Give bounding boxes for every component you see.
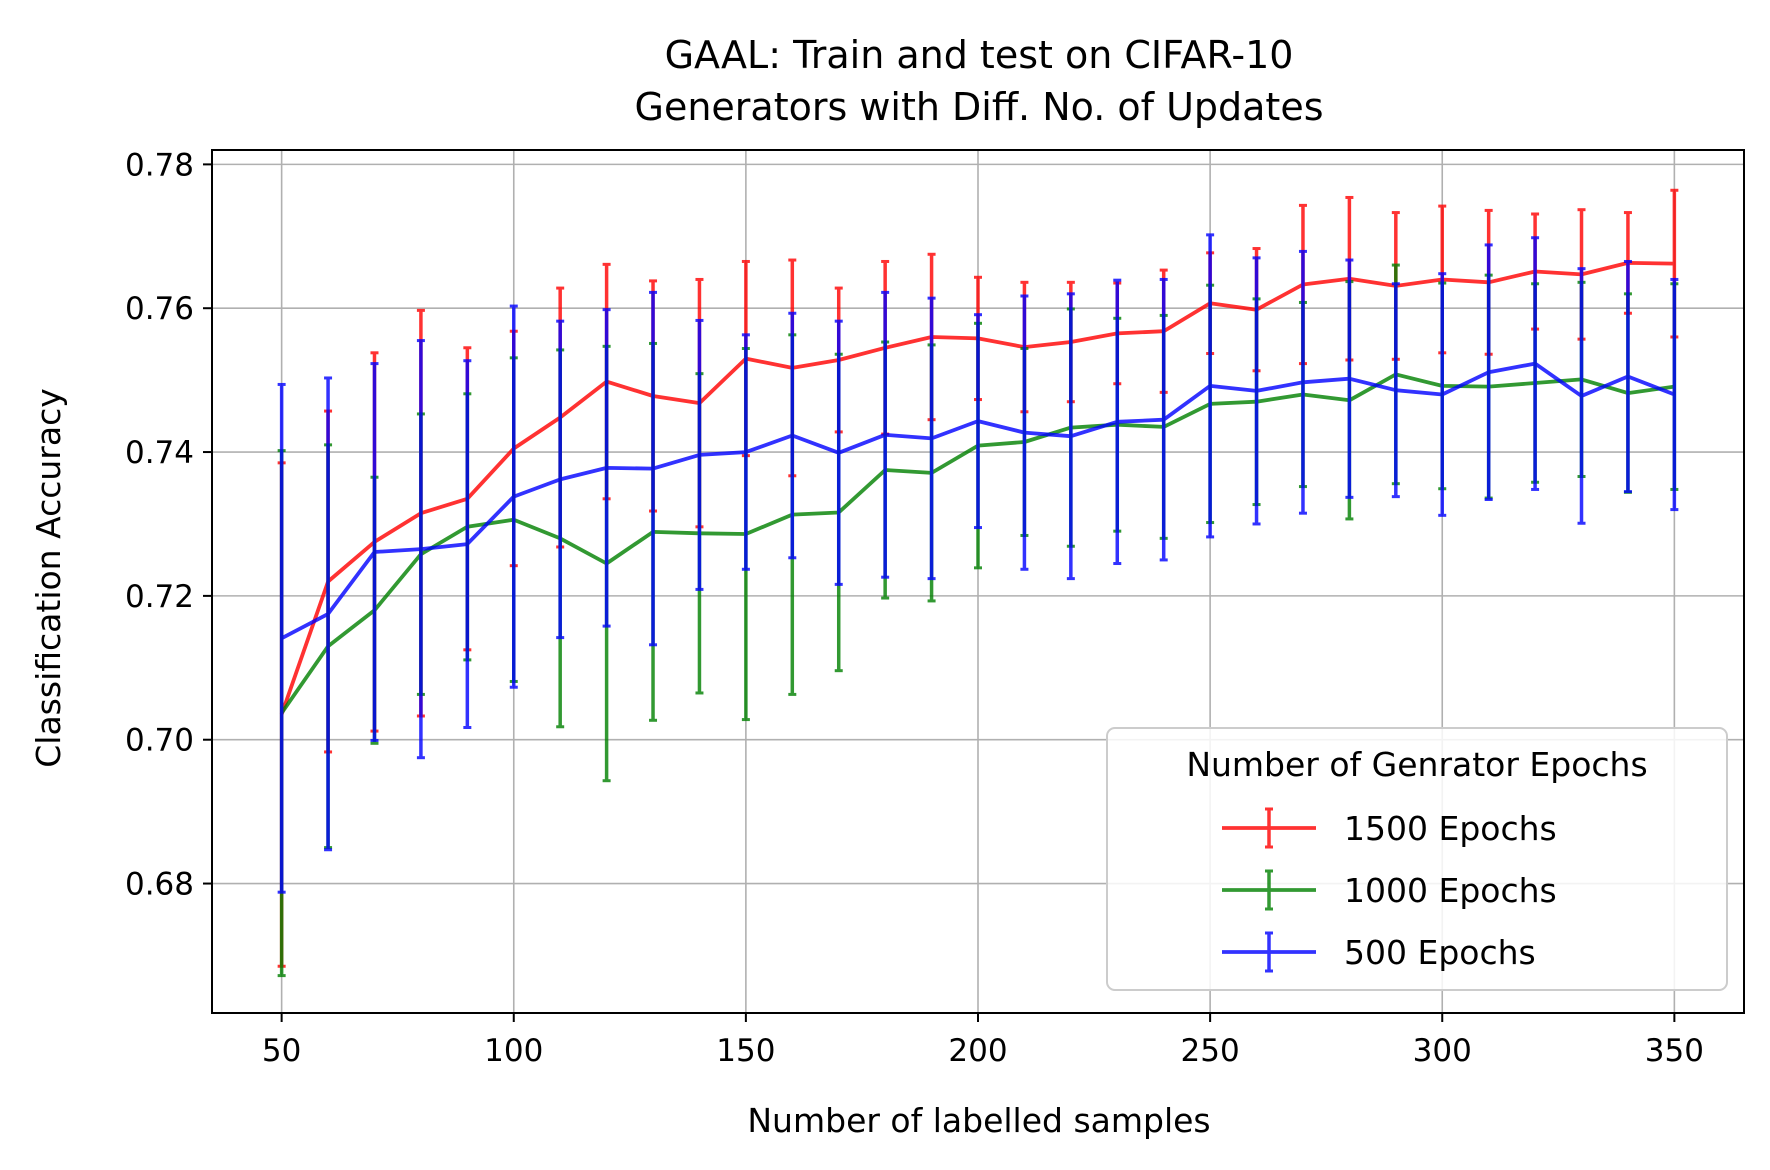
x-tick-label: 200: [948, 1033, 1007, 1069]
x-tick-label: 50: [262, 1033, 301, 1069]
x-tick-label: 300: [1413, 1033, 1472, 1069]
legend-label: 1500 Epochs: [1344, 809, 1557, 848]
y-tick-label: 0.78: [125, 147, 194, 183]
legend-entry-1000-epochs: [1222, 869, 1316, 911]
chart-title: GAAL: Train and test on CIFAR-10: [665, 33, 1294, 77]
legend-label: 500 Epochs: [1344, 933, 1536, 972]
x-axis-label: Number of labelled samples: [747, 1101, 1210, 1140]
y-tick-label: 0.70: [125, 723, 194, 759]
series-500-epochs: [277, 233, 1679, 894]
x-tick-label: 250: [1181, 1033, 1240, 1069]
legend-box: [1106, 727, 1728, 991]
x-tick-label: 150: [716, 1033, 775, 1069]
x-tick-label: 350: [1645, 1033, 1704, 1069]
y-axis-label: Classification Accuracy: [29, 388, 68, 768]
chart-subtitle: Generators with Diff. No. of Updates: [635, 85, 1324, 129]
ticks: 50 100 150 200 250 300 350 0.68 0.70 0.72 0.74 0.76…: [125, 147, 1704, 1069]
legend-title: Number of Genrator Epochs: [1186, 745, 1647, 784]
legend-entry-1500-epochs: [1222, 807, 1316, 849]
series-layer: [277, 188, 1679, 978]
y-tick-label: 0.72: [125, 579, 194, 615]
y-tick-label: 0.68: [125, 867, 194, 903]
legend-label: 1000 Epochs: [1344, 871, 1557, 910]
x-tick-label: 100: [484, 1033, 543, 1069]
y-tick-label: 0.76: [125, 291, 194, 327]
y-tick-label: 0.74: [125, 435, 194, 471]
series-line: [280, 361, 1676, 640]
legend-entry-500-epochs: [1222, 931, 1316, 973]
legend: Number of Genrator Epochs 1500 Epochs 100…: [1106, 727, 1728, 991]
